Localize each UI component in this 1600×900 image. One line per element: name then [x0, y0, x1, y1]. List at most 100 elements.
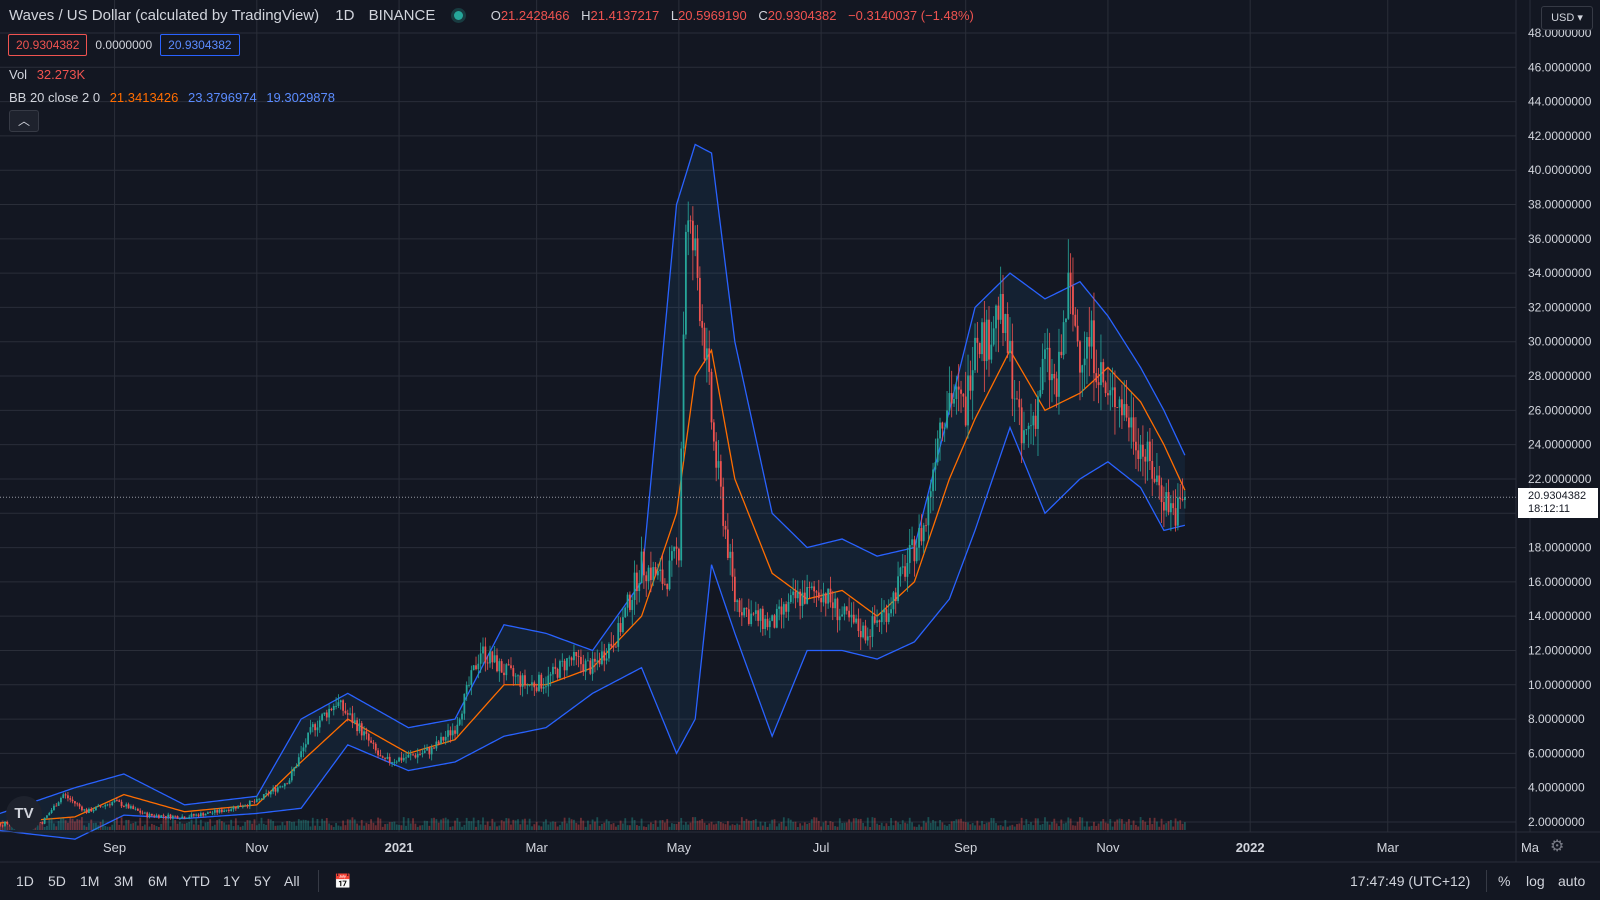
candle-body — [262, 794, 265, 799]
volume-bar — [967, 822, 969, 830]
auto-scale-button[interactable]: auto — [1558, 873, 1586, 889]
candle-body — [171, 815, 174, 819]
volume-bar — [206, 822, 209, 830]
volume-bar — [379, 818, 382, 830]
candle-body — [712, 422, 715, 442]
volume-bar — [925, 822, 927, 830]
candle-body — [894, 592, 897, 602]
calendar-range-icon[interactable]: 📅 — [334, 873, 352, 889]
candle-body — [803, 592, 806, 604]
range-6m-button[interactable]: 6M — [148, 873, 168, 889]
volume-bar — [456, 817, 459, 830]
candle-body — [897, 576, 899, 602]
tradingview-logo-icon[interactable]: TV — [6, 796, 42, 832]
candle-body — [67, 795, 69, 799]
range-3m-button[interactable]: 3M — [114, 873, 134, 889]
candle-body — [53, 805, 55, 811]
sell-price-button[interactable]: 20.9304382 — [8, 34, 88, 56]
volume-bar — [766, 826, 769, 830]
range-all-button[interactable]: All — [284, 873, 300, 889]
candle-body — [458, 719, 461, 725]
candle-body — [997, 305, 1000, 320]
volume-bar — [1137, 826, 1140, 830]
log-scale-button[interactable]: log — [1526, 873, 1545, 889]
candle-body — [169, 814, 172, 819]
volume-bar — [866, 817, 869, 830]
volume-bar — [39, 822, 41, 830]
volume-bar — [948, 824, 951, 830]
volume-bar — [761, 825, 764, 830]
candle-body — [435, 741, 438, 749]
volume-bar — [638, 825, 641, 830]
volume-value: 32.273K — [36, 67, 86, 82]
volume-bar — [1037, 818, 1039, 830]
candle-body — [559, 661, 561, 678]
candle-body — [244, 805, 247, 807]
candle-body — [260, 798, 263, 800]
candle-body — [81, 806, 83, 811]
range-1m-button[interactable]: 1M — [80, 873, 100, 889]
symbol-title[interactable]: Waves / US Dollar (calculated by Trading… — [9, 7, 320, 24]
candle-body — [55, 805, 58, 807]
volume-bar — [0, 826, 2, 830]
candle-body — [76, 803, 79, 805]
candle-body — [1179, 497, 1182, 500]
volume-bar — [440, 819, 442, 830]
candle-body — [589, 660, 592, 674]
volume-bar — [435, 819, 438, 830]
volume-bar — [239, 826, 242, 830]
clock-label[interactable]: 17:47:49 (UTC+12) — [1350, 873, 1471, 889]
volume-bar — [505, 818, 508, 830]
volume-bar — [1179, 820, 1182, 830]
candle-body — [570, 657, 573, 661]
y-tick-label: 2.0000000 — [1528, 815, 1585, 829]
symbol-legend[interactable]: Waves / US Dollar (calculated by Trading… — [9, 7, 982, 24]
chevron-up-icon[interactable]: ︿ — [9, 110, 39, 132]
volume-bar — [820, 826, 823, 830]
range-5y-button[interactable]: 5Y — [254, 873, 272, 889]
volume-bar — [852, 818, 855, 830]
candle-body — [199, 813, 202, 817]
volume-bar — [608, 821, 610, 830]
volume-bar — [636, 825, 638, 830]
candle-body — [892, 592, 895, 610]
candle-body — [223, 810, 226, 812]
range-1d-button[interactable]: 1D — [16, 873, 34, 889]
volume-bar — [999, 824, 1002, 830]
volume-bar — [990, 817, 993, 830]
volume-indicator-legend[interactable]: Vol 32.273K — [9, 67, 85, 82]
range-1y-button[interactable]: 1Y — [223, 873, 241, 889]
candle-body — [402, 757, 405, 761]
volume-bar — [580, 817, 582, 830]
range-ytd-button[interactable]: YTD — [182, 873, 210, 889]
candle-body — [167, 814, 170, 818]
candle-body — [1090, 320, 1093, 347]
volume-bar — [295, 825, 298, 830]
volume-bar — [146, 817, 149, 830]
volume-bar — [813, 817, 816, 830]
candle-body — [988, 319, 990, 360]
volume-label: Vol — [9, 67, 28, 82]
volume-bar — [946, 825, 948, 830]
percent-scale-button[interactable]: % — [1498, 873, 1511, 889]
candle-body — [1053, 373, 1056, 379]
volume-bar — [314, 825, 317, 830]
candle-body — [1102, 362, 1105, 383]
candle-body — [554, 666, 557, 669]
volume-bar — [414, 823, 417, 830]
candle-body — [808, 587, 811, 588]
interval-label[interactable]: 1D — [335, 7, 355, 24]
volume-bar — [255, 825, 258, 830]
volume-bar — [1023, 825, 1025, 830]
volume-bar — [850, 822, 853, 830]
currency-select[interactable]: USD ▾ — [1541, 6, 1593, 30]
bollinger-indicator-legend[interactable]: BB 20 close 2 0 21.3413426 23.3796974 19… — [9, 90, 335, 105]
high-label: H — [581, 8, 591, 23]
candle-body — [185, 818, 188, 819]
buy-price-button[interactable]: 20.9304382 — [160, 34, 240, 56]
high-value: 21.4137217 — [590, 8, 660, 23]
gear-icon[interactable]: ⚙ — [1550, 838, 1565, 855]
range-5d-button[interactable]: 5D — [48, 873, 66, 889]
volume-bar — [309, 826, 312, 830]
